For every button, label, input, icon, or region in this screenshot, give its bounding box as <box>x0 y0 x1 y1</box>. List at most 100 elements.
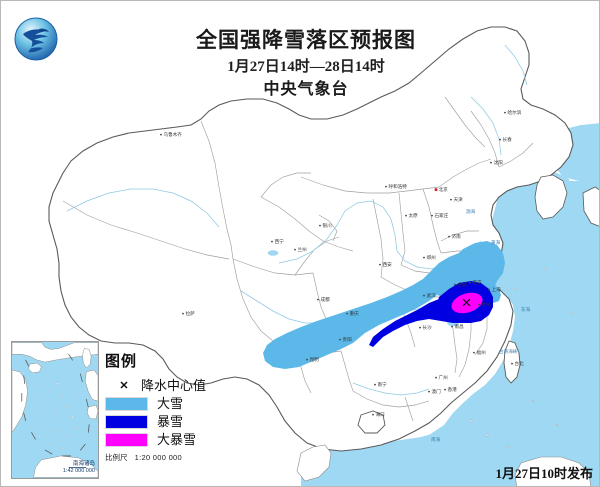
city-name-text: 贵阳 <box>343 336 353 343</box>
city-label: 海口 <box>372 411 385 418</box>
city-name-text: 石家庄 <box>435 212 449 219</box>
city-name-text: 南京 <box>473 279 483 286</box>
city-name-text: 上海 <box>492 286 502 293</box>
city-dot <box>306 358 308 361</box>
city-dot <box>448 235 450 238</box>
city-name-text: 香港 <box>448 386 458 393</box>
city-label: 石家庄 <box>431 212 449 219</box>
china-landmass <box>48 26 574 452</box>
city-dot <box>160 133 162 136</box>
city-name-text: 天津 <box>454 196 464 203</box>
legend-row-heavy-snow: 大雪 <box>105 396 230 411</box>
city-label: 呼和浩特 <box>385 183 407 190</box>
city-label: 哈尔滨 <box>504 109 522 116</box>
city-label: 拉萨 <box>182 310 195 317</box>
city-dot <box>490 161 492 164</box>
legend-title: 图例 <box>105 354 138 370</box>
city-label: 成都 <box>317 296 330 303</box>
city-label: 贵阳 <box>339 336 352 343</box>
city-dot <box>372 413 374 416</box>
city-label: 长沙 <box>419 324 432 331</box>
city-name-text: 成都 <box>321 296 331 303</box>
city-name-text: 太原 <box>409 212 419 219</box>
city-dot <box>405 214 407 217</box>
city-name-text: 广州 <box>439 374 449 381</box>
heavy-snow-area <box>263 251 501 369</box>
city-label: 上海 <box>488 286 501 293</box>
city-name-text: 福州 <box>477 349 487 356</box>
city-dot <box>319 224 321 227</box>
sea-name-text: 黄海 <box>491 239 501 246</box>
city-dot <box>428 390 430 393</box>
city-dot <box>451 325 453 328</box>
city-label: 武汉 <box>423 292 436 299</box>
city-dot <box>423 294 425 297</box>
heavy-snow-north-extension <box>445 241 505 285</box>
city-name-text: 南宁 <box>378 381 388 387</box>
precipitation-center-x-icon: ✕ <box>119 380 129 392</box>
inset-scale-value: 1:42 000 000 <box>62 468 95 474</box>
city-label: 重庆 <box>346 310 359 317</box>
city-label: 合肥 <box>454 281 467 288</box>
city-name-text: 海口 <box>376 411 386 418</box>
city-label: 郑州 <box>423 254 436 261</box>
national-boundary <box>48 26 574 452</box>
city-dot <box>339 338 341 341</box>
city-dot <box>271 240 273 243</box>
legend-row-blizzard: 暴雪 <box>105 414 230 429</box>
city-dot <box>423 256 425 259</box>
sea-name-text: 台湾海峡 <box>499 348 518 355</box>
japan-sliver <box>582 186 599 227</box>
city-label: 天津 <box>450 196 463 203</box>
city-label: 西宁 <box>271 238 284 245</box>
city-label: 北京 <box>434 186 449 193</box>
legend-panel: 图例 ✕ 降水中心值 大雪 暴雪 大暴雪 比例尺 1:20 000 000 <box>105 353 230 463</box>
city-name-text: 兰州 <box>298 246 308 252</box>
city-name-text: 乌鲁木齐 <box>164 131 183 138</box>
cma-dragon-logo-icon <box>14 17 58 61</box>
scale-prefix: 比例尺 <box>105 453 128 462</box>
legend-label-blizzard: 暴雪 <box>157 413 184 429</box>
city-dot <box>385 185 387 188</box>
philippines-sliver <box>514 456 592 486</box>
city-name-text: 合肥 <box>458 281 468 288</box>
city-label: 太原 <box>405 212 418 219</box>
city-dot <box>419 326 421 329</box>
city-name-text: 北京 <box>439 186 449 193</box>
city-label: 昆明 <box>306 357 319 363</box>
city-dot <box>511 362 513 365</box>
city-dot <box>435 376 437 379</box>
legend-swatch-severe-blizzard <box>105 432 148 447</box>
capital-city-dot <box>434 188 438 192</box>
city-label: 台北 <box>511 360 524 367</box>
map-scale: 比例尺 1:20 000 000 <box>105 452 230 463</box>
city-name-text: 南昌 <box>455 323 465 330</box>
city-dot <box>473 351 475 354</box>
inset-scale-label: 南海诸岛 1:42 000 000 <box>63 461 95 475</box>
city-label-layer: 乌鲁木齐拉萨 西宁兰州 银川 呼和浩特太原 石家庄 北京天津济南郑州西安成都重庆 武汉 合肥南… <box>160 109 524 418</box>
korea-peninsula <box>534 174 568 220</box>
city-dot <box>374 383 376 386</box>
city-dot <box>431 214 433 217</box>
city-name-text: 呼和浩特 <box>389 183 408 190</box>
legend-row-precipitation-center: ✕ 降水中心值 <box>107 378 230 393</box>
city-name-text: 郑州 <box>427 254 437 261</box>
city-dot <box>469 281 471 284</box>
city-name-text: 澳门 <box>432 388 442 395</box>
south-china-sea-inset-map[interactable]: 南海诸岛 1:42 000 000 <box>11 341 99 479</box>
city-dot <box>182 312 184 315</box>
city-label: 南京 <box>469 279 482 286</box>
city-name-text: 杭州 <box>482 301 492 308</box>
scale-value: 1:20 000 000 <box>134 453 182 462</box>
city-name-text: 昆明 <box>310 357 320 363</box>
legend-label-severe-blizzard: 大暴雪 <box>157 431 197 447</box>
city-name-text: 西宁 <box>275 238 285 245</box>
city-name-text: 武汉 <box>427 292 437 299</box>
islands <box>296 174 599 486</box>
legend-swatch-blizzard <box>105 414 148 429</box>
indochina-sliver <box>296 444 332 482</box>
city-dot <box>294 248 296 251</box>
city-label: 银川 <box>319 222 332 229</box>
